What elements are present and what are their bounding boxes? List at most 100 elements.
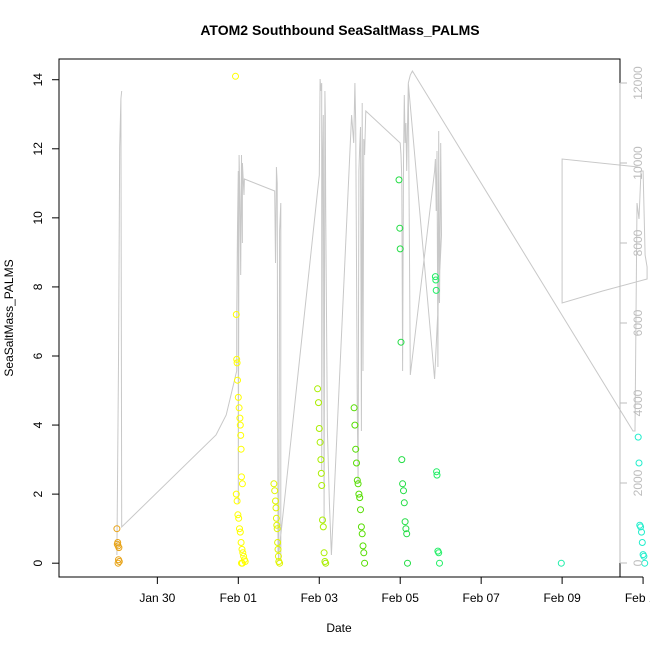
data-point xyxy=(113,525,121,533)
data-point xyxy=(433,471,441,479)
data-point xyxy=(350,404,358,412)
chart-title: ATOM2 Southbound SeaSaltMass_PALMS xyxy=(200,22,479,38)
data-point xyxy=(398,456,406,464)
plot-frame xyxy=(58,58,621,578)
data-point xyxy=(273,521,281,529)
data-point xyxy=(431,273,439,281)
y-tick-label: 6 xyxy=(31,352,45,359)
data-point xyxy=(433,468,441,476)
data-point xyxy=(274,552,282,560)
data-point xyxy=(115,558,123,565)
data-point xyxy=(432,286,440,294)
data-point xyxy=(272,514,280,522)
data-point xyxy=(638,539,646,546)
y2-tick-label: 8000 xyxy=(631,229,645,256)
data-point xyxy=(640,552,648,560)
data-point xyxy=(355,490,363,498)
data-point xyxy=(232,311,240,318)
data-point xyxy=(234,511,242,519)
x-axis: Jan 30 Feb 01 Feb 03 Feb 05 Feb 07 Feb 09 Feb … xyxy=(139,576,650,605)
y2-tick-label: 0 xyxy=(631,559,645,566)
data-point xyxy=(399,480,407,488)
data-point xyxy=(436,559,443,567)
y-tick-label: 8 xyxy=(31,283,45,290)
data-point xyxy=(317,456,325,464)
data-points-layer xyxy=(113,72,649,567)
data-point xyxy=(237,445,245,453)
data-point xyxy=(403,530,411,538)
data-point xyxy=(274,539,282,546)
x-tick-label: Feb 01 xyxy=(220,591,258,605)
data-point xyxy=(435,549,443,557)
y-tick-label: 12 xyxy=(31,142,45,156)
data-point xyxy=(637,523,645,531)
data-point xyxy=(638,528,645,536)
y-tick-label: 0 xyxy=(31,560,45,567)
data-point xyxy=(237,539,245,546)
data-point xyxy=(239,549,247,557)
data-point xyxy=(351,421,359,429)
x-tick-label: Feb 05 xyxy=(382,591,420,605)
data-point xyxy=(634,433,642,441)
data-point xyxy=(273,525,281,533)
data-point xyxy=(272,497,279,505)
data-point xyxy=(396,224,404,232)
data-point xyxy=(318,482,326,489)
y-tick-label: 10 xyxy=(31,211,45,225)
altitude-line xyxy=(116,69,648,563)
y-tick-label: 4 xyxy=(31,421,45,428)
data-point xyxy=(237,431,245,439)
data-point xyxy=(271,487,279,495)
data-point xyxy=(236,525,243,533)
data-point xyxy=(317,469,325,477)
data-point xyxy=(270,480,278,488)
data-point xyxy=(353,459,360,467)
data-point xyxy=(319,523,327,531)
data-point xyxy=(236,414,244,422)
data-point xyxy=(402,525,410,533)
data-point xyxy=(404,559,411,567)
x-tick-label: Feb 07 xyxy=(462,591,500,605)
data-point xyxy=(432,276,440,284)
data-point xyxy=(319,516,326,524)
y2-axis: 0 2000 4000 6000 8000 10000 12000 xyxy=(619,66,645,566)
data-point xyxy=(354,480,362,488)
data-point xyxy=(395,176,403,184)
data-point xyxy=(234,393,242,401)
data-point xyxy=(238,559,246,567)
data-point xyxy=(233,359,241,367)
data-point xyxy=(357,506,364,514)
data-point xyxy=(232,490,240,498)
series-7 xyxy=(557,559,565,567)
y-tick-label: 14 xyxy=(31,73,45,87)
x-tick-label: Jan 30 xyxy=(139,591,175,605)
data-point xyxy=(276,559,284,567)
data-point xyxy=(359,542,367,550)
x-tick-label: Feb 11 xyxy=(625,591,650,605)
y2-tick-label: 10000 xyxy=(631,146,645,180)
y2-tick-label: 6000 xyxy=(631,309,645,336)
data-point xyxy=(272,504,280,512)
data-point xyxy=(234,376,241,384)
x-axis-label: Date xyxy=(326,621,352,635)
data-point xyxy=(113,540,121,548)
data-point xyxy=(233,355,241,363)
data-point xyxy=(115,544,123,552)
data-point xyxy=(314,385,322,393)
data-point xyxy=(358,530,366,538)
data-point xyxy=(396,245,404,253)
data-point xyxy=(641,559,649,567)
series-4 xyxy=(350,404,369,567)
data-point xyxy=(274,545,282,553)
series-3 xyxy=(314,385,330,567)
data-point xyxy=(353,476,361,484)
series-8 xyxy=(634,433,649,567)
series-0 xyxy=(113,525,123,567)
data-point xyxy=(232,72,239,80)
data-point xyxy=(400,499,408,507)
data-point xyxy=(114,559,122,567)
data-point xyxy=(315,399,322,407)
series-1 xyxy=(232,72,249,567)
data-point xyxy=(401,518,409,526)
